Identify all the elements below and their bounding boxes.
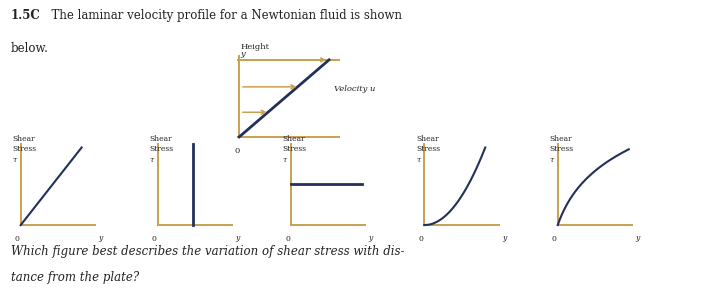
Text: y: y [235,233,239,242]
Text: y: y [502,233,506,242]
Text: τ: τ [283,156,287,164]
Text: 0: 0 [418,235,423,243]
Text: Shear: Shear [550,135,572,143]
Text: y: y [369,233,373,242]
Text: y: y [635,233,640,242]
Text: below.: below. [11,42,48,55]
Text: 1.5C: 1.5C [11,9,40,22]
Text: Shear: Shear [13,135,35,143]
Text: Shear: Shear [283,135,305,143]
Text: Stress: Stress [550,145,574,153]
Text: Stress: Stress [150,145,173,153]
Text: Velocity u: Velocity u [334,85,376,93]
Text: tance from the plate?: tance from the plate? [11,271,139,284]
Text: τ: τ [13,156,17,164]
Text: Shear: Shear [150,135,172,143]
Text: Shear: Shear [416,135,439,143]
Text: 0: 0 [285,235,290,243]
Text: τ: τ [416,156,420,164]
Text: Which figure best describes the variation of shear stress with dis-: Which figure best describes the variatio… [11,245,404,258]
Text: 0: 0 [552,235,557,243]
Text: y: y [241,50,246,58]
Text: Height: Height [241,43,270,51]
Text: Stress: Stress [416,145,440,153]
Text: 0: 0 [235,147,240,155]
Text: Stress: Stress [283,145,307,153]
Text: τ: τ [550,156,554,164]
Text: y: y [98,233,102,242]
Text: 0: 0 [152,235,157,243]
Text: 0: 0 [15,235,20,243]
Text: τ: τ [150,156,154,164]
Text: The laminar velocity profile for a Newtonian fluid is shown: The laminar velocity profile for a Newto… [44,9,402,22]
Text: Stress: Stress [13,145,37,153]
